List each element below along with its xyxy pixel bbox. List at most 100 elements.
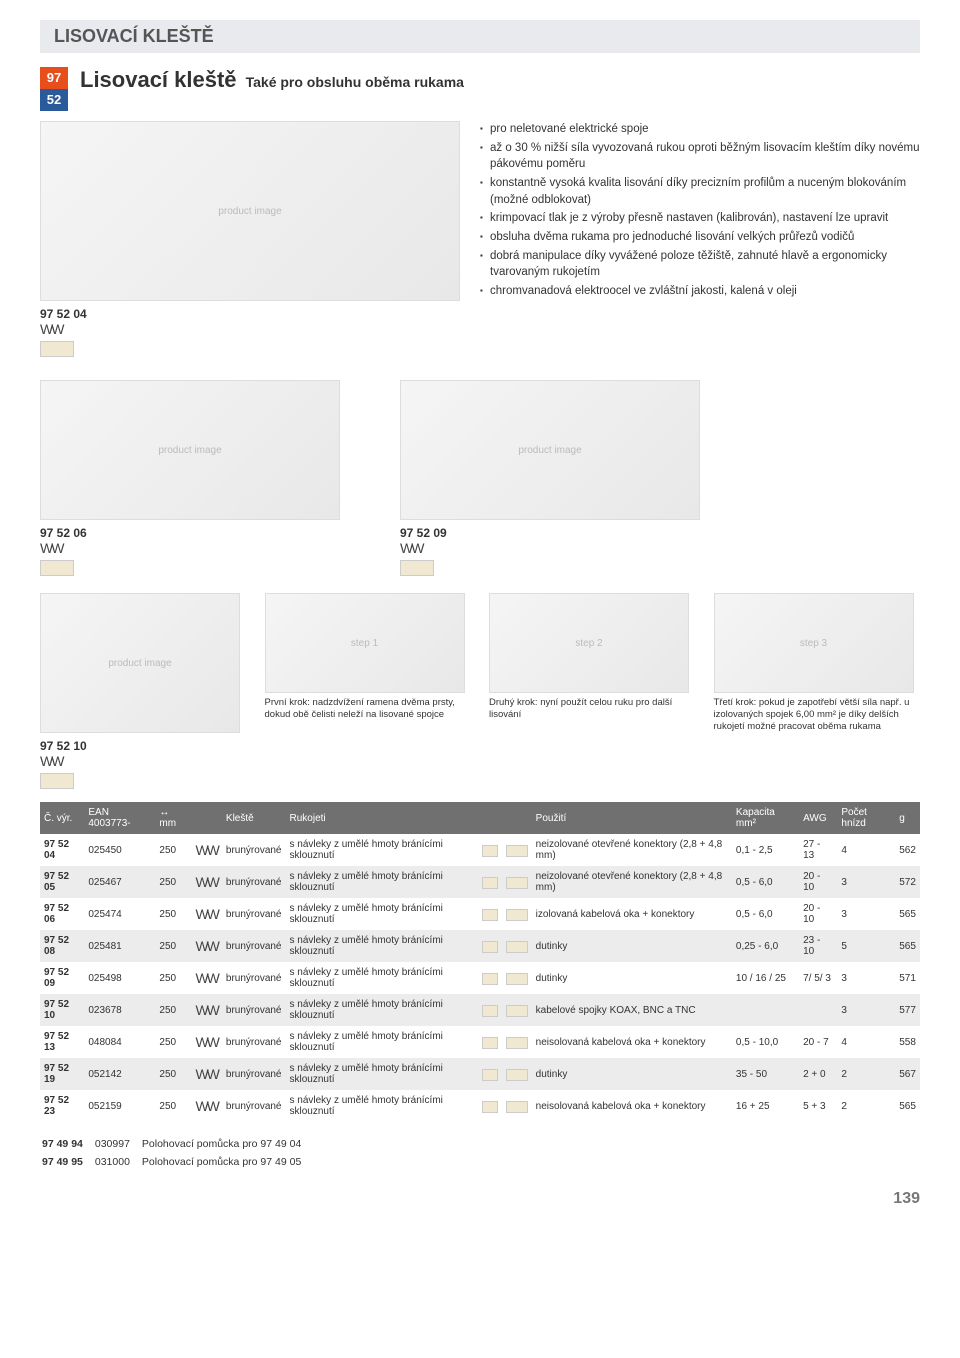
td: 565: [895, 898, 920, 930]
td: [478, 1026, 502, 1058]
td: s návleky z umělé hmoty bránícími sklouz…: [286, 1026, 478, 1058]
table-row: 97 52 08025481250WWbrunýrovanés návleky …: [40, 930, 920, 962]
step-code: 97 52 10: [40, 739, 247, 753]
td: izolovaná kabelová oka + konektory: [532, 898, 732, 930]
mid-image: product image: [400, 380, 700, 520]
td: 567: [895, 1058, 920, 1090]
td: 030997: [95, 1136, 140, 1152]
td: brunýrované: [222, 1090, 286, 1122]
wave-icon: WW: [40, 321, 460, 337]
td: 16 + 25: [732, 1090, 799, 1122]
connector-icon: [40, 773, 74, 789]
td: 3: [837, 866, 895, 898]
step-image: step 2: [489, 593, 689, 693]
td: brunýrované: [222, 1026, 286, 1058]
td: 2: [837, 1058, 895, 1090]
feature-item: dobrá manipulace díky vyvážené poloze tě…: [480, 248, 920, 281]
mid-item: product image 97 52 09 WW: [400, 380, 700, 579]
td: s návleky z umělé hmoty bránícími sklouz…: [286, 962, 478, 994]
page-title: Lisovací kleště: [80, 67, 237, 92]
td: 97 52 10: [40, 994, 84, 1026]
td: 97 52 08: [40, 930, 84, 962]
th: Použití: [532, 802, 732, 834]
hero-section: product image 97 52 04 WW pro neletované…: [40, 121, 920, 360]
td: 025467: [84, 866, 155, 898]
step-col: step 1 První krok: nadzdvížení ramena dv…: [265, 593, 472, 792]
page-number: 139: [40, 1190, 920, 1208]
hero-product-code: 97 52 04: [40, 307, 460, 321]
td: WW: [191, 962, 221, 994]
step-col: step 2 Druhý krok: nyní použít celou ruk…: [489, 593, 696, 792]
product-table: Č. výr. EAN 4003773- ↔ mm Kleště Rukojet…: [40, 802, 920, 1122]
td: 250: [155, 1058, 191, 1090]
td: dutinky: [532, 962, 732, 994]
table-row: 97 52 23052159250WWbrunýrovanés návleky …: [40, 1090, 920, 1122]
step-col: product image 97 52 10 WW: [40, 593, 247, 792]
td: 3: [837, 962, 895, 994]
td: 97 52 05: [40, 866, 84, 898]
feature-item: chromvanadová elektroocel ve zvláštní ja…: [480, 283, 920, 300]
table-row: 97 52 10023678250WWbrunýrovanés návleky …: [40, 994, 920, 1026]
table-row: 97 52 06025474250WWbrunýrovanés návleky …: [40, 898, 920, 930]
td: 97 52 19: [40, 1058, 84, 1090]
td: 572: [895, 866, 920, 898]
wave-icon: WW: [400, 540, 700, 556]
accessory-row: 97 49 95031000Polohovací pomůcka pro 97 …: [42, 1154, 311, 1170]
td: WW: [191, 834, 221, 866]
td: 97 52 13: [40, 1026, 84, 1058]
td: kabelové spojky KOAX, BNC a TNC: [532, 994, 732, 1026]
step-caption: Druhý krok: nyní použít celou ruku pro d…: [489, 697, 696, 721]
th: ↔ mm: [155, 802, 191, 834]
mid-code: 97 52 06: [40, 526, 340, 540]
category-title: LISOVACÍ KLEŠTĚ: [54, 26, 214, 46]
td: 052142: [84, 1058, 155, 1090]
td: 250: [155, 898, 191, 930]
td: 5 + 3: [799, 1090, 837, 1122]
td: 562: [895, 834, 920, 866]
td: 025474: [84, 898, 155, 930]
badge-bottom: 52: [40, 89, 68, 111]
td: [478, 962, 502, 994]
td: 0,25 - 6,0: [732, 930, 799, 962]
td: 20 - 7: [799, 1026, 837, 1058]
th: EAN 4003773-: [84, 802, 155, 834]
td: [502, 898, 532, 930]
td: [502, 962, 532, 994]
td: Polohovací pomůcka pro 97 49 04: [142, 1136, 311, 1152]
feature-item: krimpovací tlak je z výroby přesně nasta…: [480, 210, 920, 227]
td: neizolované otevřené konektory (2,8 + 4,…: [532, 834, 732, 866]
td: Polohovací pomůcka pro 97 49 05: [142, 1154, 311, 1170]
td: 23 - 10: [799, 930, 837, 962]
td: [478, 1058, 502, 1090]
td: 0,5 - 10,0: [732, 1026, 799, 1058]
th: Kapacita mm²: [732, 802, 799, 834]
td: [502, 834, 532, 866]
table-row: 97 52 13048084250WWbrunýrovanés návleky …: [40, 1026, 920, 1058]
feature-item: konstantně vysoká kvalita lisování díky …: [480, 175, 920, 208]
table-row: 97 52 09025498250WWbrunýrovanés návleky …: [40, 962, 920, 994]
td: 3: [837, 898, 895, 930]
td: 250: [155, 962, 191, 994]
td: [799, 994, 837, 1026]
td: WW: [191, 994, 221, 1026]
td: brunýrované: [222, 994, 286, 1026]
category-banner: LISOVACÍ KLEŠTĚ: [40, 20, 920, 53]
td: s návleky z umělé hmoty bránícími sklouz…: [286, 898, 478, 930]
td: WW: [191, 866, 221, 898]
td: 250: [155, 1090, 191, 1122]
td: s návleky z umělé hmoty bránícími sklouz…: [286, 1090, 478, 1122]
td: 97 52 23: [40, 1090, 84, 1122]
td: 565: [895, 930, 920, 962]
td: 0,5 - 6,0: [732, 866, 799, 898]
step-image: step 3: [714, 593, 914, 693]
td: 250: [155, 930, 191, 962]
td: WW: [191, 898, 221, 930]
td: 35 - 50: [732, 1058, 799, 1090]
td: 558: [895, 1026, 920, 1058]
th: Rukojeti: [286, 802, 478, 834]
mid-image: product image: [40, 380, 340, 520]
step-image: step 1: [265, 593, 465, 693]
td: 4: [837, 834, 895, 866]
td: 2 + 0: [799, 1058, 837, 1090]
feature-list: pro neletované elektrické spoje až o 30 …: [480, 121, 920, 360]
